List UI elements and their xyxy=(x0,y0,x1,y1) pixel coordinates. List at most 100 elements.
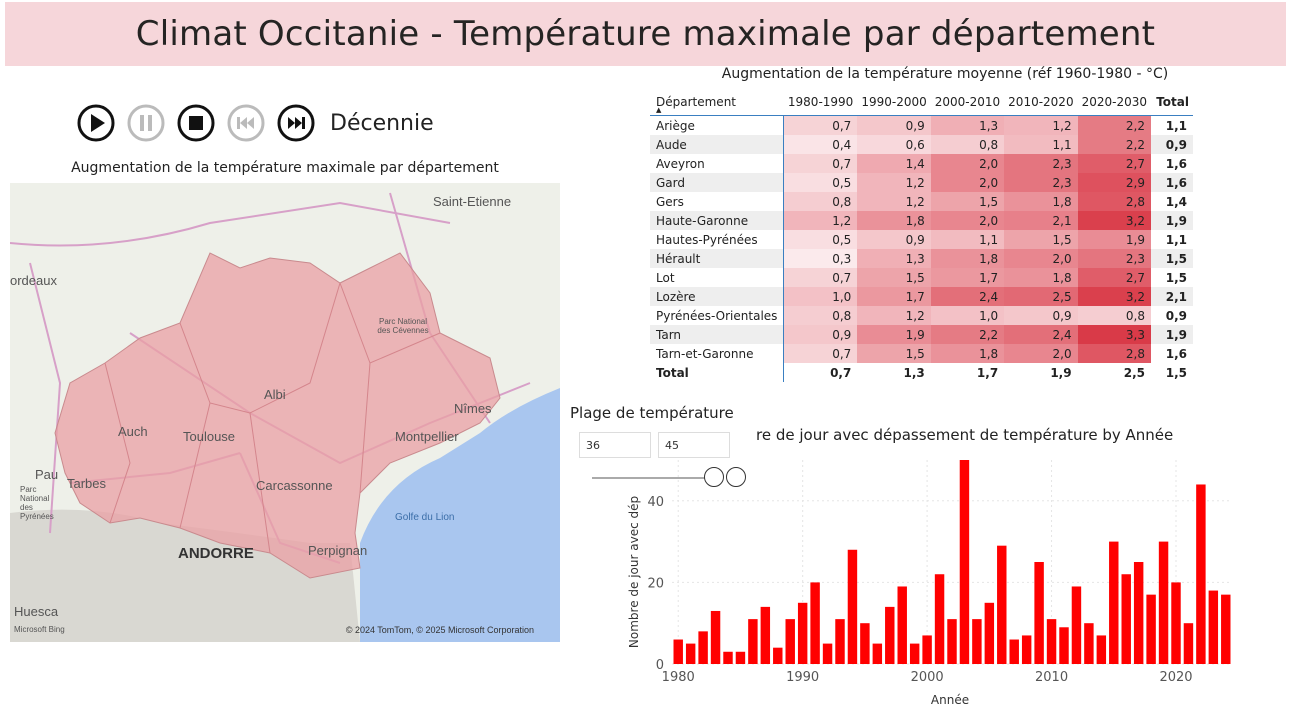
cell-value: 2,9 xyxy=(1077,173,1152,192)
table-row[interactable]: Ariège 0,7 0,9 1,3 1,2 2,2 1,1 xyxy=(650,115,1193,135)
table-row[interactable]: Gard 0,5 1,2 2,0 2,3 2,9 1,6 xyxy=(650,173,1194,192)
bar[interactable] xyxy=(797,602,808,664)
play-button[interactable] xyxy=(76,103,116,143)
table-row[interactable]: Lot 0,7 1,5 1,7 1,8 2,7 1,5 xyxy=(650,268,1193,287)
bar[interactable] xyxy=(860,623,870,664)
city-label-perpignan: Perpignan xyxy=(308,543,368,558)
cell-value: 2,0 xyxy=(930,173,1005,192)
table-row[interactable]: Tarn 0,9 1,9 2,2 2,4 3,3 1,9 xyxy=(650,325,1194,344)
bar[interactable] xyxy=(773,647,783,664)
play-axis-label: Décennie xyxy=(330,110,434,136)
bar[interactable] xyxy=(1046,619,1057,664)
pause-button[interactable] xyxy=(126,103,166,143)
cell-total: 2,1 xyxy=(1151,287,1194,306)
bar[interactable] xyxy=(847,549,858,664)
x-tick-label: 2000 xyxy=(911,670,944,685)
bar[interactable] xyxy=(710,610,721,664)
cell-value: 0,6 xyxy=(857,135,931,154)
stop-icon xyxy=(177,104,215,142)
column-header-departement[interactable]: Département ▲ xyxy=(650,88,784,116)
cell-departement: Lozère xyxy=(650,287,785,306)
bar[interactable] xyxy=(1133,562,1144,664)
bing-logo: Microsoft Bing xyxy=(14,625,65,634)
slicer-min-handle[interactable] xyxy=(704,467,724,487)
bar[interactable] xyxy=(1196,484,1206,664)
skip-forward-button[interactable] xyxy=(276,103,316,143)
bar[interactable] xyxy=(685,643,696,664)
stop-button[interactable] xyxy=(176,103,216,143)
cell-value: 1,0 xyxy=(930,306,1005,325)
cell-value: 0,8 xyxy=(783,192,858,211)
bar[interactable] xyxy=(972,619,982,664)
bar[interactable] xyxy=(673,639,683,664)
bar[interactable] xyxy=(1146,594,1156,664)
slicer-max-input[interactable]: 45 xyxy=(658,432,730,458)
title-bar: Climat Occitanie - Température maximale … xyxy=(5,2,1286,66)
play-axis-controls: Décennie xyxy=(76,100,434,146)
table-row[interactable]: Gers 0,8 1,2 1,5 1,8 2,8 1,4 xyxy=(650,192,1193,211)
bar[interactable] xyxy=(1084,623,1094,664)
bar[interactable] xyxy=(934,574,945,664)
table-row[interactable]: Pyrénées-Orientales 0,8 1,2 1,0 0,9 0,8 0,9 xyxy=(650,306,1193,325)
bar[interactable] xyxy=(1096,635,1107,664)
table-row[interactable]: Hérault 0,3 1,3 1,8 2,0 2,3 1,5 xyxy=(650,249,1194,268)
bar[interactable] xyxy=(872,643,883,664)
bar[interactable] xyxy=(1221,594,1231,664)
bar[interactable] xyxy=(1009,639,1019,664)
bar[interactable] xyxy=(885,606,895,664)
cell-value: 0,5 xyxy=(783,230,858,249)
slicer-title: Plage de température xyxy=(570,404,734,422)
table-row[interactable]: Tarn-et-Garonne 0,7 1,5 1,8 2,0 2,8 1,6 xyxy=(650,344,1193,363)
column-header-2000-2010[interactable]: 2000-2010 xyxy=(930,88,1005,116)
bar[interactable] xyxy=(698,631,708,664)
bar[interactable] xyxy=(1109,541,1119,664)
cell-total: 1,6 xyxy=(1165,346,1188,361)
column-header-2010-2020[interactable]: 2010-2020 xyxy=(1004,88,1078,116)
table-row[interactable]: Haute-Garonne 1,2 1,8 2,0 2,1 3,2 1,9 xyxy=(650,211,1194,230)
slicer-min-input[interactable]: 36 xyxy=(579,432,651,458)
bar[interactable] xyxy=(735,651,746,664)
bar[interactable] xyxy=(810,582,820,664)
bar[interactable] xyxy=(1059,627,1069,664)
table-row[interactable]: Aude 0,4 0,6 0,8 1,1 2,2 0,9 xyxy=(650,135,1194,154)
table-row[interactable]: Aveyron 0,7 1,4 2,0 2,3 2,7 1,6 xyxy=(650,154,1193,173)
slicer-max-handle[interactable] xyxy=(726,467,746,487)
column-header-2020-2030[interactable]: 2020-2030 xyxy=(1077,88,1152,116)
column-header-1990-2000[interactable]: 1990-2000 xyxy=(857,88,931,116)
column-header-total[interactable]: Total xyxy=(1151,88,1194,116)
bar[interactable] xyxy=(1121,574,1131,664)
bar[interactable] xyxy=(748,619,758,664)
bar[interactable] xyxy=(1183,623,1194,664)
city-label-nimes: Nîmes xyxy=(454,401,492,416)
play-icon xyxy=(77,104,115,142)
bar[interactable] xyxy=(984,602,995,664)
bar[interactable] xyxy=(760,606,771,664)
bar[interactable] xyxy=(785,619,795,664)
bar[interactable] xyxy=(897,586,907,664)
slicer-track[interactable] xyxy=(592,477,720,479)
bar[interactable] xyxy=(1171,582,1181,664)
bar[interactable] xyxy=(1158,541,1169,664)
column-header-1980-1990[interactable]: 1980-1990 xyxy=(783,88,858,116)
bar[interactable] xyxy=(922,635,932,664)
bar[interactable] xyxy=(947,619,957,664)
bar[interactable] xyxy=(1021,635,1032,664)
table-row[interactable]: Hautes-Pyrénées 0,5 0,9 1,1 1,5 1,9 1,1 xyxy=(650,230,1193,249)
bar[interactable] xyxy=(822,643,833,664)
bar[interactable] xyxy=(723,651,733,664)
bar[interactable] xyxy=(959,460,970,664)
x-tick-label: 2010 xyxy=(1035,670,1068,685)
cell-value: 2,8 xyxy=(1077,192,1152,211)
table-row[interactable]: Lozère 1,0 1,7 2,4 2,5 3,2 2,1 xyxy=(650,287,1194,306)
skip-back-button[interactable] xyxy=(226,103,266,143)
bar[interactable] xyxy=(1208,590,1219,664)
bar[interactable] xyxy=(835,619,845,664)
bar[interactable] xyxy=(909,643,920,664)
map[interactable]: Saint-Etienne ordeaux Albi Auch Toulouse… xyxy=(10,183,560,642)
bar[interactable] xyxy=(1034,562,1044,664)
cell-value: 0,9 xyxy=(857,230,931,249)
bar[interactable] xyxy=(1071,586,1082,664)
bar[interactable] xyxy=(997,545,1007,664)
cell-departement: Aveyron xyxy=(650,154,785,173)
cell-value: 2,3 xyxy=(1077,249,1152,268)
